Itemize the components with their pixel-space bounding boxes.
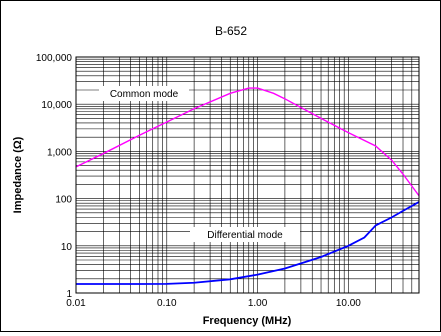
series-labels: Common mode Differential mode <box>99 86 300 242</box>
chart-title: B-652 <box>215 24 247 38</box>
x-tick-label: 0.10 <box>157 298 177 309</box>
y-tick-label: 10,000 <box>41 100 72 111</box>
common-mode-label: Common mode <box>110 89 179 100</box>
x-tick-label: 0.01 <box>66 298 86 309</box>
axis-ticks: 0.01 0.10 1.00 10.00 1 10 100 1,000 10,000 100,00… <box>36 53 361 309</box>
y-tick-label: 1 <box>66 289 72 300</box>
y-tick-label: 100 <box>55 195 72 206</box>
x-tick-label: 1.00 <box>248 298 268 309</box>
common-mode-line <box>75 87 420 197</box>
series-lines <box>75 87 420 285</box>
differential-mode-label: Differential mode <box>207 230 283 241</box>
y-tick-label: 10 <box>61 242 73 253</box>
x-axis-label: Frequency (MHz) <box>203 315 292 327</box>
y-axis-label: Impedance (Ω) <box>12 136 24 213</box>
plot-area-border <box>75 56 420 294</box>
y-tick-label: 100,000 <box>36 53 73 64</box>
y-tick-label: 1,000 <box>47 147 72 158</box>
x-tick-label: 10.00 <box>336 298 361 309</box>
common-mode-label-bg <box>99 86 189 101</box>
differential-mode-label-bg <box>190 227 300 242</box>
differential-mode-line <box>76 201 420 285</box>
